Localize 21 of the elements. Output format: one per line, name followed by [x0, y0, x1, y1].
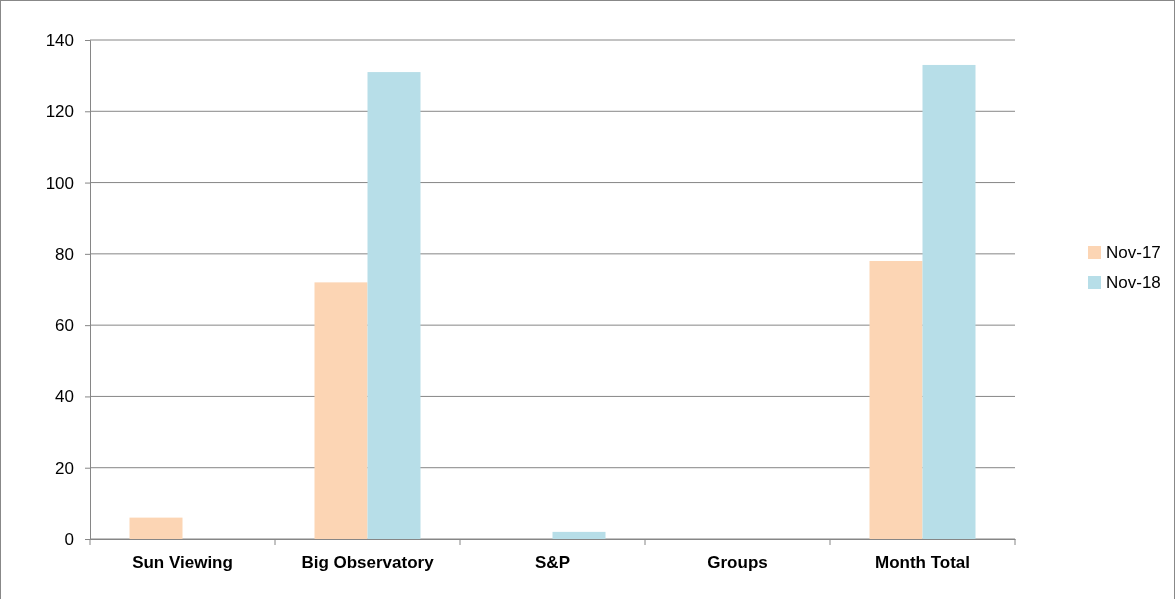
y-tick-label: 100	[45, 173, 74, 193]
bar	[922, 64, 976, 539]
y-tick-label: 80	[55, 244, 74, 264]
x-tick-label: S&P	[535, 553, 570, 572]
y-tick-label: 40	[55, 387, 74, 407]
y-tick-label: 140	[45, 30, 74, 50]
x-tick-label: Sun Viewing	[132, 553, 233, 572]
x-tick-label: Big Observatory	[301, 553, 435, 572]
x-tick-label: Groups	[707, 553, 768, 572]
y-tick-label: 60	[55, 316, 74, 336]
y-tick-label: 0	[64, 529, 74, 549]
bar	[869, 260, 923, 539]
bar	[367, 72, 421, 539]
legend-label: Nov-18	[1106, 273, 1161, 292]
legend-label: Nov-17	[1106, 243, 1161, 262]
y-tick-label: 20	[55, 458, 74, 478]
bar	[552, 531, 606, 539]
bar	[314, 282, 368, 539]
y-tick-label: 120	[45, 102, 74, 122]
x-tick-label: Month Total	[874, 553, 971, 572]
bar	[129, 517, 183, 539]
